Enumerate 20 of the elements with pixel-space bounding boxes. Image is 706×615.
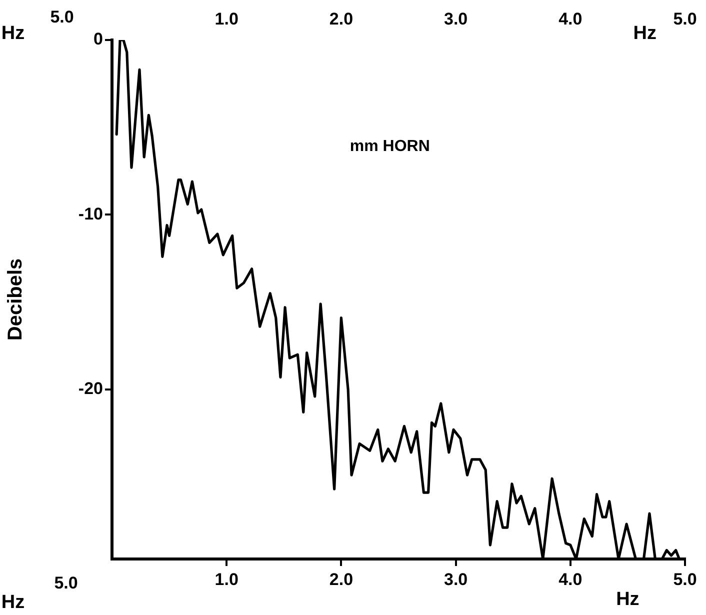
- x2-tick-label: 5.0: [673, 9, 697, 28]
- x-tick-label: 3.0: [444, 570, 468, 589]
- y-tick-label: -20: [78, 379, 103, 398]
- x-tick-label: 5.0: [673, 570, 697, 589]
- x2-tick-label: 2.0: [329, 9, 354, 28]
- x-tick-label: 4.0: [558, 570, 582, 589]
- y-axis-title: Decibels: [4, 258, 27, 341]
- x2-tick-label: 1.0: [214, 9, 238, 28]
- x-axis-title: Hz: [616, 589, 640, 610]
- x2-tick-label: 3.0: [444, 9, 468, 28]
- x2-tick-label: 4.0: [558, 9, 582, 28]
- text: 5.0: [50, 8, 74, 27]
- x2-axis-title: Hz: [633, 23, 657, 44]
- y-tick-label: 0: [94, 30, 103, 49]
- annotation: mm HORN: [350, 138, 430, 155]
- x-tick-label: 1.0: [214, 570, 238, 589]
- y-tick-label: -10: [78, 204, 103, 224]
- x-tick-label: 2.0: [329, 570, 354, 589]
- text: Hz: [1, 23, 25, 44]
- text: Hz: [1, 592, 25, 614]
